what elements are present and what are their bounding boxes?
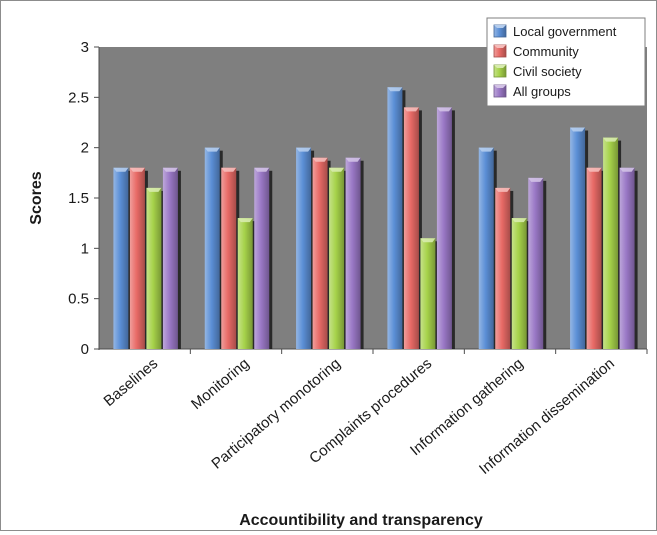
bar	[420, 238, 436, 349]
bar	[436, 107, 452, 350]
bar	[113, 167, 129, 349]
bar	[312, 157, 328, 349]
y-tick-label: 3	[81, 39, 89, 56]
y-tick-label: 0.5	[68, 291, 89, 308]
y-tick-label: 0	[81, 341, 89, 358]
legend-swatch-bevel	[494, 25, 506, 28]
bar-cap	[146, 187, 162, 192]
x-tick-label: Monitoring	[188, 355, 253, 413]
legend-label: Local government	[513, 24, 617, 39]
bar	[221, 167, 237, 349]
bar	[329, 167, 345, 349]
bar	[619, 167, 635, 349]
bar	[387, 87, 403, 350]
bar-cap	[113, 167, 129, 172]
bar-cap	[403, 107, 419, 112]
bar-cap	[387, 87, 403, 92]
bar	[129, 167, 145, 349]
bar-cap	[296, 147, 312, 152]
bar-cap	[129, 167, 145, 172]
bar	[204, 147, 220, 349]
bar	[495, 187, 511, 349]
y-tick-label: 2	[81, 140, 89, 157]
bar	[146, 187, 162, 349]
bar-cap	[436, 107, 452, 112]
bar-cap	[221, 167, 237, 172]
legend-swatch-bevel	[494, 85, 506, 88]
legend-label: Community	[513, 44, 579, 59]
bar-cap	[345, 157, 361, 162]
bar	[403, 107, 419, 350]
bar	[237, 218, 253, 349]
bar	[478, 147, 494, 349]
bar	[603, 137, 619, 349]
bar-cap	[570, 127, 586, 132]
bar-cap	[329, 167, 345, 172]
bar-cap	[603, 137, 619, 142]
y-tick-label: 2.5	[68, 89, 89, 106]
legend-box	[486, 17, 646, 107]
bar-cap	[237, 218, 253, 223]
bar	[570, 127, 586, 350]
bar	[511, 218, 527, 349]
bar	[162, 167, 178, 349]
legend-label: Civil society	[513, 64, 582, 79]
bar-cap	[204, 147, 220, 152]
legend-swatch-bevel	[494, 45, 506, 48]
bar-cap	[312, 157, 328, 162]
bar-cap	[495, 187, 511, 192]
bar-cap	[162, 167, 178, 172]
bar-cap	[619, 167, 635, 172]
bar-cap	[478, 147, 494, 152]
legend-swatch-bevel	[494, 65, 506, 68]
x-axis-title: Accountibility and transparency	[239, 512, 483, 529]
y-tick-label: 1.5	[68, 190, 89, 207]
bar-cap	[254, 167, 270, 172]
y-axis-title: Scores	[28, 171, 45, 224]
bar-cap	[528, 177, 544, 182]
bar	[296, 147, 312, 349]
bar	[254, 167, 270, 349]
y-tick-label: 1	[81, 240, 89, 257]
bar	[528, 177, 544, 349]
x-tick-label: Baselines	[100, 355, 161, 410]
bar	[586, 167, 602, 349]
bar-cap	[511, 218, 527, 223]
bar-cap	[420, 238, 436, 243]
bar	[345, 157, 361, 349]
legend-label: All groups	[513, 84, 571, 99]
bar-cap	[586, 167, 602, 172]
